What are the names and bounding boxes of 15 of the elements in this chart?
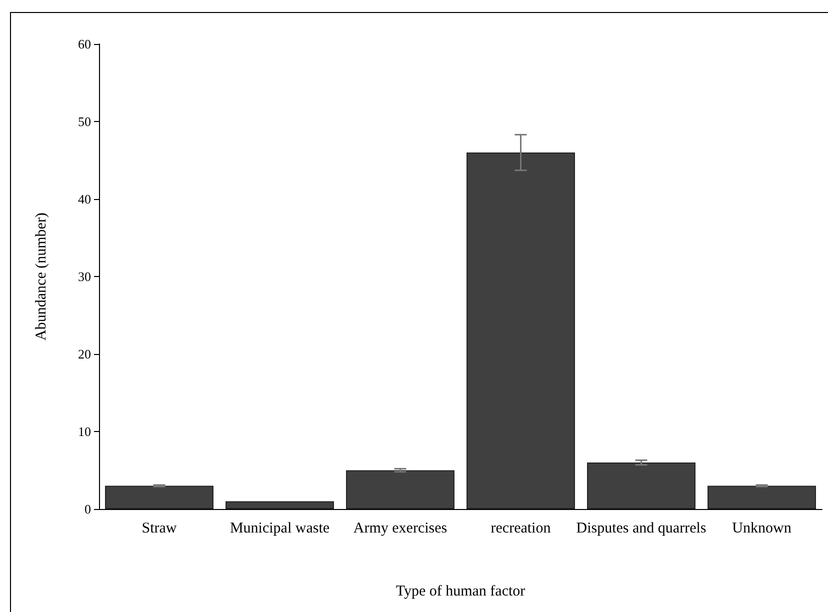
- y-tick-label: 10: [78, 424, 91, 439]
- y-tick-label: 0: [84, 502, 91, 516]
- y-axis-title: Abundance (number): [34, 212, 50, 340]
- y-tick-label: 20: [78, 346, 91, 362]
- x-tick-label: recreation: [490, 520, 552, 536]
- y-tick-label: 60: [78, 36, 91, 52]
- y-tick-label: 40: [78, 192, 91, 206]
- x-tick-label: Municipal waste: [230, 520, 330, 536]
- y-tick-label: 50: [78, 114, 91, 129]
- x-tick-label: Army exercises: [353, 520, 448, 536]
- x-tick-label: Unknown: [732, 520, 792, 536]
- x-tick-label: Disputes and quarrels: [576, 520, 706, 536]
- y-tick-label: 30: [78, 269, 91, 284]
- x-axis-title: Type of human factor: [396, 584, 526, 600]
- x-tick-label: Straw: [142, 520, 177, 536]
